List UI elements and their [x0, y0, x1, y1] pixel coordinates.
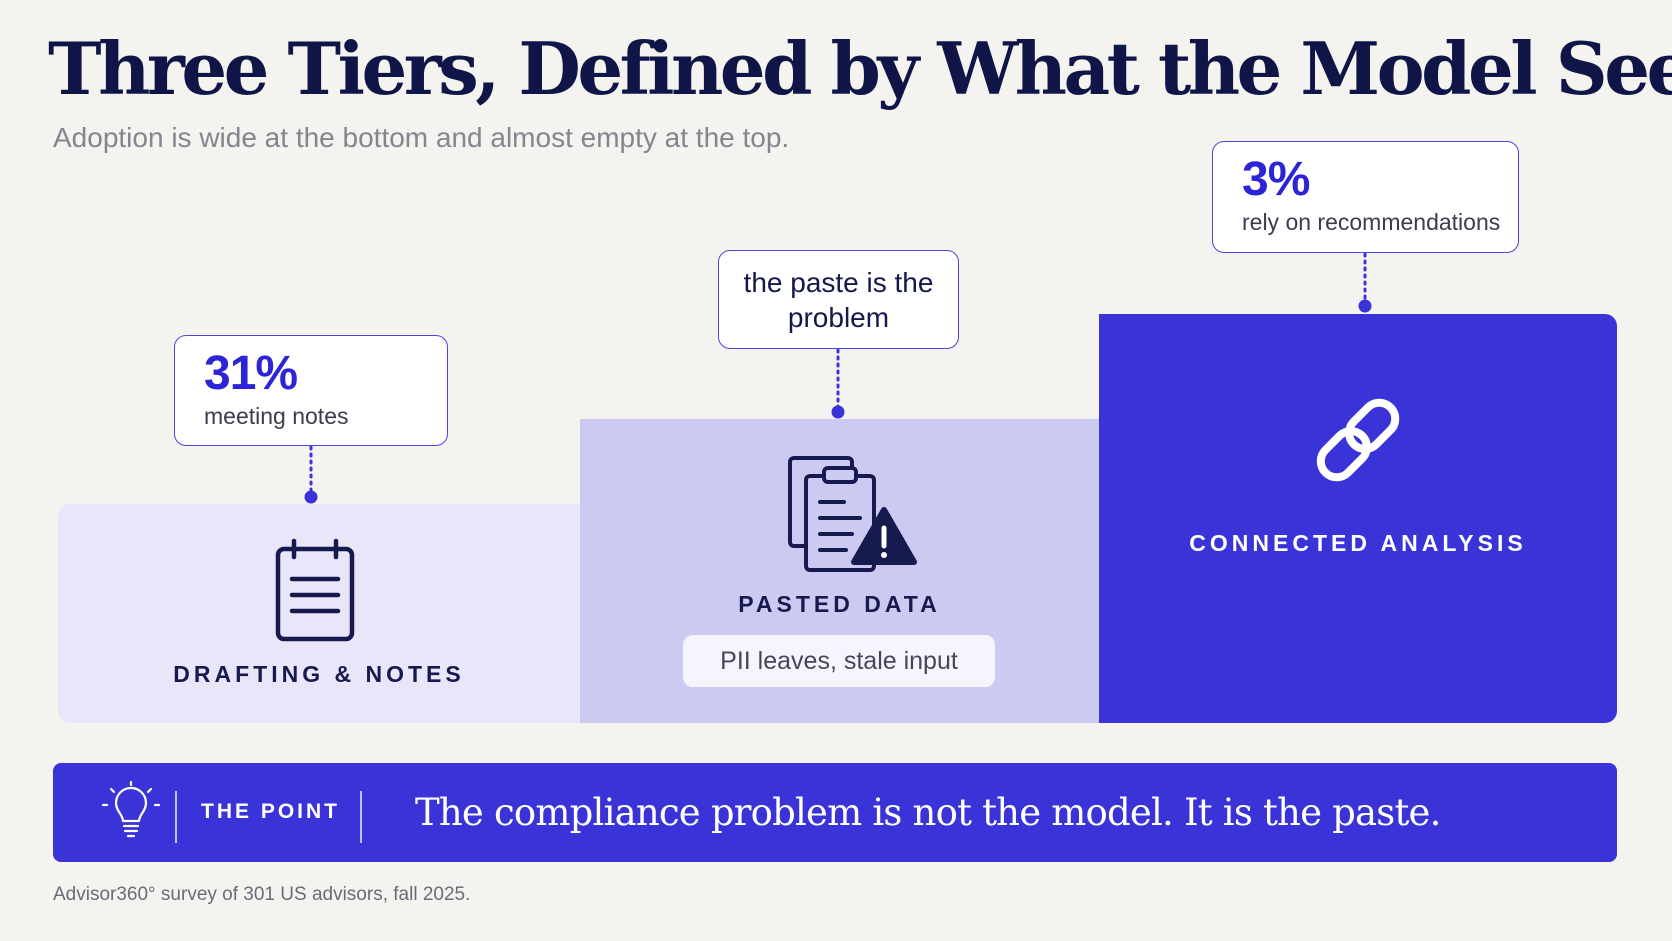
callout-value: 31%	[204, 347, 298, 400]
tier-label: PASTED DATA	[738, 591, 941, 617]
notepad-icon	[275, 538, 355, 642]
risk-pill: PII leaves, stale input	[683, 635, 995, 687]
callout-paste-problem: the paste is the problem	[718, 250, 959, 349]
source-footnote: Advisor360° survey of 301 US advisors, f…	[53, 884, 471, 905]
banner-label: THE POINT	[201, 800, 341, 823]
callout-text: the paste is the problem	[743, 267, 934, 333]
callout-text: rely on recommendations	[1242, 209, 1501, 235]
callout-recommendations: 3% rely on recommendations	[1212, 141, 1519, 253]
page-subtitle: Adoption is wide at the bottom and almos…	[53, 122, 790, 153]
lightbulb-icon	[101, 781, 161, 838]
callout-text: meeting notes	[204, 403, 349, 429]
banner-divider	[175, 791, 177, 843]
connector-drafting	[304, 445, 318, 504]
callout-meeting-notes: 31% meeting notes	[174, 335, 448, 446]
connector-connected	[1358, 252, 1372, 313]
chain-link-icon	[1316, 398, 1400, 482]
banner-message: The compliance problem is not the model.…	[415, 791, 1441, 834]
tier-drafting-notes: DRAFTING & NOTES	[58, 504, 580, 723]
tier-label: CONNECTED ANALYSIS	[1189, 530, 1527, 556]
callout-value: 3%	[1242, 153, 1310, 206]
tier-label: DRAFTING & NOTES	[173, 661, 465, 687]
the-point-banner: THE POINT The compliance problem is not …	[53, 763, 1617, 862]
clipboard-warning-icon	[788, 456, 917, 572]
page-title: Three Tiers, Defined by What the Model S…	[48, 26, 1672, 111]
tier-connected-analysis: CONNECTED ANALYSIS	[1099, 314, 1617, 723]
banner-divider	[360, 791, 362, 843]
tier-pasted-data: PASTED DATA PII leaves, stale input	[580, 419, 1099, 723]
connector-pasted	[831, 348, 845, 419]
